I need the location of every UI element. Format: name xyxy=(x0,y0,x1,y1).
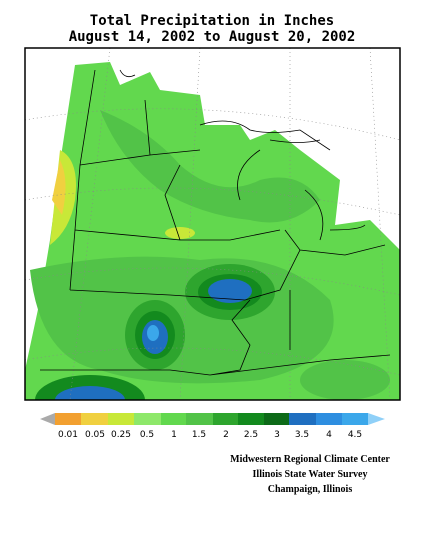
legend-label: 4.5 xyxy=(348,430,362,440)
legend-label: 0.25 xyxy=(111,430,131,440)
legend-label: 2.5 xyxy=(244,430,258,440)
subtitle: August 14, 2002 to August 20, 2002 xyxy=(69,29,356,45)
legend-label: 3.5 xyxy=(295,430,309,440)
legend-label: 0.5 xyxy=(140,430,154,440)
legend-label: 3 xyxy=(274,430,280,440)
legend-label: 2 xyxy=(223,430,229,440)
legend-label: 1 xyxy=(171,430,177,440)
map xyxy=(24,47,401,401)
legend-label: 0.05 xyxy=(85,430,105,440)
credit: Illinois State Water Survey xyxy=(253,469,368,480)
title: Total Precipitation in Inches xyxy=(90,13,334,29)
legend-label: 1.5 xyxy=(192,430,206,440)
credit: Champaign, Illinois xyxy=(268,484,353,495)
legend-bar xyxy=(40,413,385,425)
legend-label: 4 xyxy=(326,430,332,440)
credit: Midwestern Regional Climate Center xyxy=(230,454,390,465)
legend-label: 0.01 xyxy=(58,430,78,440)
